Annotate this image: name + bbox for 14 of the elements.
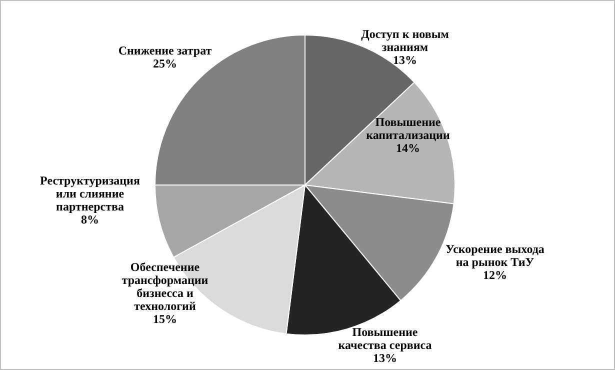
- slice-label: Повышение качества сервиса: [338, 325, 432, 352]
- slice-label: Обеспечение трансформации бизнесса и технологий: [122, 260, 208, 313]
- data-label: 13%: [393, 53, 417, 67]
- slice-label: Реструктуризация или слияние партнерства: [40, 174, 140, 214]
- data-label: 15%: [153, 312, 177, 326]
- data-label: 13%: [373, 351, 397, 365]
- slice-label: Ускорение выхода на рынок ТиУ: [446, 242, 544, 269]
- slice-label: Повышение капитализации: [366, 115, 450, 142]
- slice-label: Доступ к новым знаниям: [361, 27, 449, 54]
- slice-label: Снижение затрат: [118, 44, 212, 58]
- data-label: 25%: [153, 56, 177, 70]
- data-label: 8%: [81, 212, 99, 226]
- data-label: 12%: [483, 268, 507, 282]
- data-label: 14%: [396, 141, 420, 155]
